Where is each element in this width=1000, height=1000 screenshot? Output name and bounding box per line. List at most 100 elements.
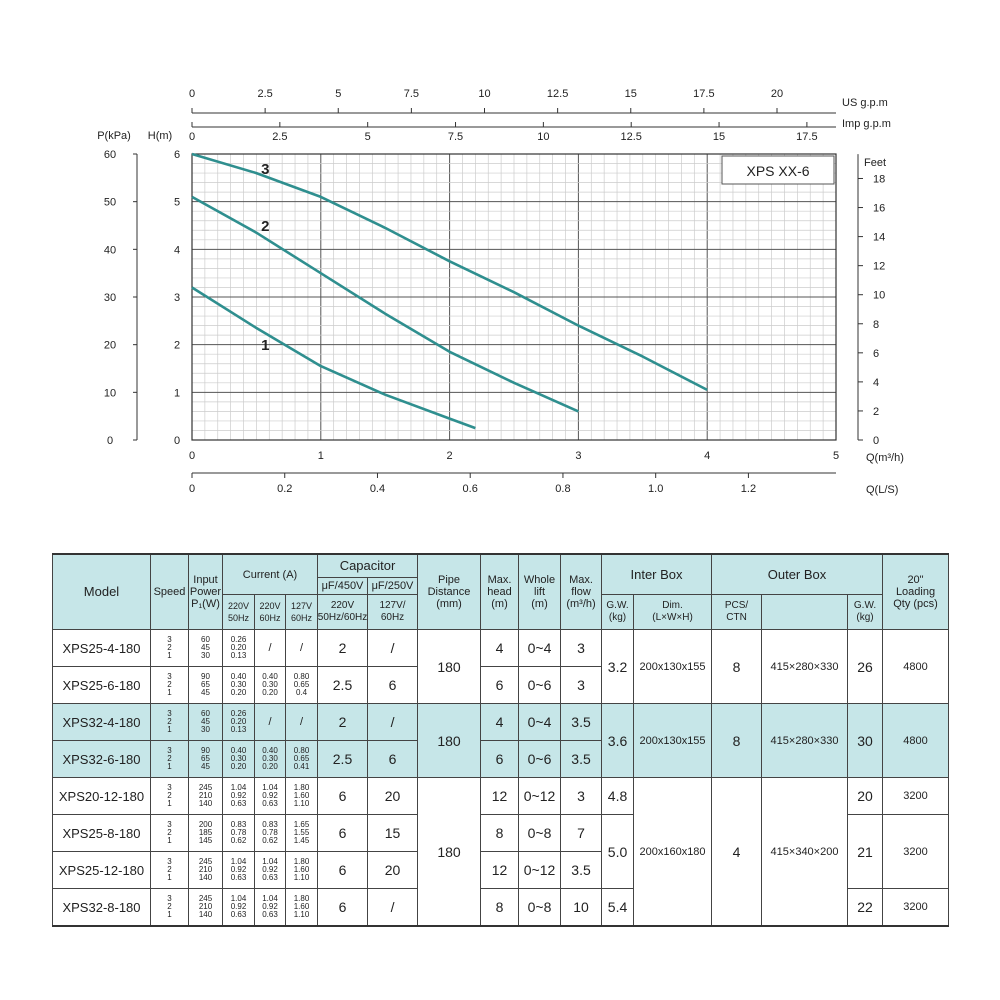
cell-inter-dim: 200x130x155 (633, 703, 713, 778)
cell-cap-450: 6 (317, 888, 368, 927)
cell-current-220-50: 0.26 0.20 0.13 (222, 703, 255, 741)
y-h-tick-label: 1 (174, 387, 180, 399)
cell-outer-gw: 22 (847, 888, 884, 927)
y-feet-tick-label: 14 (873, 232, 885, 244)
cell-current-220-50: 1.04 0.92 0.63 (222, 888, 255, 927)
x-ls-tick-label: 0.4 (370, 483, 385, 495)
x-us-tick-label: 10 (478, 88, 490, 100)
cell-inter-dim: 200x160x180 (633, 777, 713, 927)
cell-cap-450: 6 (317, 814, 368, 852)
x-m3h-tick-label: 0 (189, 450, 195, 462)
cell-current-220-50: 0.40 0.30 0.20 (222, 740, 255, 778)
cell-whole-lift: 0~12 (518, 851, 562, 889)
hdr-capacitor: Capacitor (316, 553, 419, 578)
performance-curve-speed-1 (191, 286, 476, 430)
cell-whole-lift: 0~4 (518, 629, 562, 667)
x-imp-tick-label: 7.5 (448, 131, 463, 143)
cell-loading: 3200 (882, 888, 950, 927)
cell-loading: 4800 (882, 703, 950, 778)
cell-max-head: 4 (480, 629, 520, 667)
x-us-tick-label: 17.5 (693, 88, 714, 100)
hdr-input-power: Input Power P₁(W) (188, 553, 223, 630)
cell-current-220-50: 0.40 0.30 0.20 (222, 666, 255, 704)
cell-current-220-50: 1.04 0.92 0.63 (222, 851, 255, 889)
y-h-tick-label: 5 (174, 197, 180, 209)
hdr-outer-pcs: PCS/CTN (711, 594, 763, 630)
hdr-loading: 20" Loading Qty (pcs) (882, 553, 950, 630)
hdr-pipe: Pipe Distance (mm) (417, 553, 482, 630)
cell-max-head: 8 (480, 888, 520, 927)
cell-input-power: 60 45 30 (188, 703, 223, 741)
cell-whole-lift: 0~12 (518, 777, 562, 815)
cell-max-flow: 3.5 (560, 740, 603, 778)
cell-cap-450: 2 (317, 703, 368, 741)
cell-current-220-50: 1.04 0.92 0.63 (222, 777, 255, 815)
cell-current-127-60: 1.80 1.60 1.10 (285, 851, 318, 889)
cell-model: XPS25-6-180 (52, 666, 151, 704)
cell-max-flow: 3.5 (560, 851, 603, 889)
cell-current-220-60: 0.40 0.30 0.20 (254, 740, 286, 778)
chart-labels: 0123456H(m)0102030405060P(kPa)0246810121… (97, 88, 904, 496)
cell-outer-dim: 415×280×330 (761, 703, 849, 778)
cell-input-power: 60 45 30 (188, 629, 223, 667)
cell-whole-lift: 0~4 (518, 703, 562, 741)
y-feet-tick-label: 0 (873, 435, 879, 447)
cell-cap-250: / (366, 629, 419, 667)
cell-pipe: 180 (417, 629, 482, 704)
cell-current-220-50: 0.83 0.78 0.62 (222, 814, 255, 852)
curve-label-speed-1: 1 (261, 337, 269, 354)
x-us-tick-label: 2.5 (257, 88, 272, 100)
cell-input-power: 245 210 140 (188, 851, 223, 889)
cell-cap-450: 2 (317, 629, 368, 667)
hdr-max-flow: Max. flow (m³/h) (560, 553, 603, 630)
y-h-tick-label: 2 (174, 340, 180, 352)
cell-input-power: 90 65 45 (188, 666, 223, 704)
x-m3h-tick-label: 1 (318, 450, 324, 462)
x-us-tick-label: 0 (189, 88, 195, 100)
cell-max-flow: 3 (560, 777, 603, 815)
cell-model: XPS25-12-180 (52, 851, 151, 889)
cell-current-220-60: 1.04 0.92 0.63 (254, 851, 286, 889)
cell-outer-dim: 415×340×200 (761, 777, 849, 927)
cell-input-power: 245 210 140 (188, 777, 223, 815)
cell-cap-250: 20 (366, 777, 419, 815)
x-ls-axis-label: Q(L/S) (866, 484, 898, 496)
cell-cap-250: 20 (366, 851, 419, 889)
x-imp-tick-label: 12.5 (620, 131, 641, 143)
y-kpa-axis-label: P(kPa) (97, 130, 131, 142)
cell-inter-dim: 200x130x155 (633, 629, 713, 704)
y-h-tick-label: 0 (174, 435, 180, 447)
chart-curves (191, 152, 708, 430)
x-us-tick-label: 5 (335, 88, 341, 100)
x-imp-tick-label: 0 (189, 131, 195, 143)
cell-current-127-60: 1.80 1.60 1.10 (285, 888, 318, 927)
x-imp-tick-label: 5 (365, 131, 371, 143)
cell-input-power: 245 210 140 (188, 888, 223, 927)
cell-current-127-60: / (285, 629, 318, 667)
cell-model: XPS32-4-180 (52, 703, 151, 741)
cell-current-220-60: 0.40 0.30 0.20 (254, 666, 286, 704)
hdr-cur-127-60: 127V 60Hz (285, 594, 318, 630)
table-row: XPS25-12-180 3 2 1 245 210 140 1.04 0.92 0.63 1.04… (52, 851, 949, 889)
cell-max-flow: 3 (560, 629, 603, 667)
y-feet-tick-label: 16 (873, 203, 885, 215)
curve-label-speed-2: 2 (261, 218, 269, 235)
hdr-cap-450-sub: 220V 50Hz/60Hz (317, 594, 368, 630)
table-row: XPS32-8-180 3 2 1 245 210 140 1.04 0.92 0.63 1.04 0… (52, 888, 950, 927)
y-kpa-tick-label: 50 (104, 197, 116, 209)
y-feet-tick-label: 6 (873, 348, 879, 360)
table-row: XPS25-6-180 3 2 1 90 65 45 0.40 0.30 0.20 0.40 0.30… (52, 666, 949, 704)
y-h-tick-label: 4 (174, 244, 180, 256)
cell-max-head: 8 (480, 814, 520, 852)
x-m3h-tick-label: 5 (833, 450, 839, 462)
y-kpa-tick-label: 20 (104, 340, 116, 352)
cell-current-220-60: 1.04 0.92 0.63 (254, 777, 286, 815)
performance-curve-speed-2 (191, 195, 579, 413)
cell-max-flow: 7 (560, 814, 603, 852)
x-ls-tick-label: 1.2 (741, 483, 756, 495)
